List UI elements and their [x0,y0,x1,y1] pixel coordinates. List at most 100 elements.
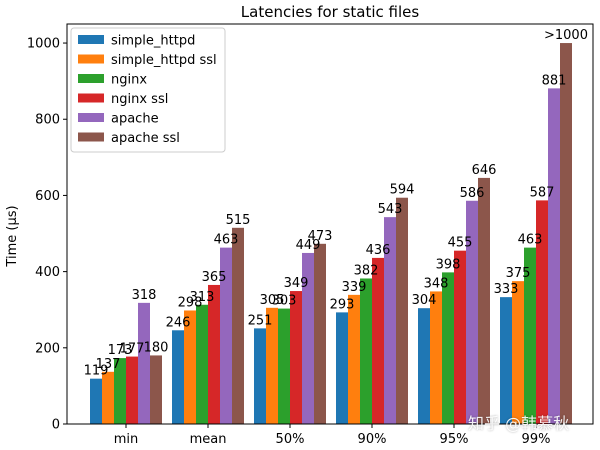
bar-nginx-ssl-min [126,356,138,424]
bar-apache-99pct [548,88,560,424]
bar-simple-httpd-90pct [336,312,348,424]
bar-nginx-ssl-mean [208,284,220,424]
legend-label: apache [111,112,159,127]
bar-simple-httpd-ssl-50pct [266,307,278,424]
data-label: 586 [460,186,485,201]
chart-title: Latencies for static files [241,3,420,21]
data-labels-group: 119 246 251 293 304 333 137 298 305 339 348 375 173 3… [84,28,588,379]
bar-simple-httpd-ssl-95pct [430,291,442,424]
bar-simple-httpd-ssl-99pct [512,281,524,424]
bar-apache-ssl-99pct [560,43,572,425]
legend-label: apache ssl [111,131,180,146]
data-label: 251 [248,313,273,328]
legend-swatch [78,54,104,64]
data-label: 646 [472,163,497,178]
bar-simple-httpd-mean [172,330,184,424]
legend-box [70,27,226,153]
bar-simple-httpd-ssl-mean [184,310,196,424]
bar-simple-httpd-min [90,378,102,424]
data-label: 313 [190,290,215,305]
y-axis: 0 200 400 600 800 1000 [27,37,67,433]
bar-nginx-50pct [278,308,290,424]
data-label: 246 [166,315,191,330]
bar-apache-ssl-90pct [396,197,408,424]
bar-apache-90pct [384,217,396,424]
y-tick-label: 600 [35,189,60,204]
data-label: 305 [260,293,285,308]
bar-apache-ssl-95pct [478,177,490,424]
data-label: 382 [354,263,379,278]
x-tick-label: 50% [276,432,305,447]
data-label: 375 [506,266,531,281]
bar-apache-50pct [302,252,314,424]
x-tick-label: min [114,432,139,447]
data-label: 298 [178,295,203,310]
data-label: 173 [108,343,133,358]
bar-apache-mean [220,247,232,424]
legend-label: nginx [111,73,147,88]
bar-apache-min [138,302,150,424]
data-label: 455 [448,236,473,251]
data-label: 515 [226,213,251,228]
data-label: 587 [530,185,555,200]
bar-apache-ssl-50pct [314,243,326,424]
y-tick-label: 800 [35,113,60,128]
legend-label: nginx ssl [111,92,168,107]
bar-nginx-min [114,358,126,424]
data-label: 543 [378,202,403,217]
data-label: 303 [272,294,297,309]
data-label: 463 [214,233,239,248]
bar-simple-httpd-ssl-90pct [348,294,360,424]
bar-apache-ssl-mean [232,227,244,424]
bar-simple-httpd-95pct [418,308,430,424]
watermark: 知乎 @韩慕秋 [468,414,570,433]
y-tick-label: 0 [52,418,60,433]
x-tick-label: 95% [440,432,469,447]
legend-swatch [78,93,104,103]
bar-nginx-ssl-50pct [290,291,302,424]
data-label: 473 [308,229,333,244]
bar-simple-httpd-50pct [254,328,266,424]
data-label: 293 [330,297,355,312]
y-axis-title: Time (µs) [5,205,20,267]
bar-nginx-95pct [442,272,454,424]
bar-nginx-99pct [524,247,536,424]
data-label: 398 [436,257,461,272]
data-label: 449 [296,238,321,253]
bar-simple-httpd-ssl-min [102,371,114,424]
bar-nginx-90pct [360,278,372,424]
legend-label: simple_httpd [111,34,195,49]
bar-apache-ssl-min [150,355,162,424]
data-label: 304 [412,293,437,308]
y-tick-label: 400 [35,265,60,280]
bars-group [90,43,572,425]
x-tick-label: mean [190,432,227,447]
data-label: 463 [518,233,543,248]
bar-nginx-ssl-99pct [536,200,548,424]
bar-nginx-mean [196,304,208,424]
bar-nginx-ssl-95pct [454,250,466,424]
data-label: 333 [494,282,519,297]
data-label: >1000 [544,28,588,43]
data-label: 180 [144,340,169,355]
data-label: 119 [84,364,109,379]
bar-simple-httpd-99pct [500,297,512,424]
data-label: 349 [284,276,309,291]
data-label: 436 [366,243,391,258]
legend-swatch [78,113,104,122]
data-label: 365 [202,270,227,285]
legend-swatch [78,74,104,83]
legend-swatch [78,35,104,44]
legend-label: simple_httpd ssl [111,53,217,68]
data-label: 348 [424,276,449,291]
y-tick-label: 1000 [27,37,60,52]
y-tick-label: 200 [35,341,60,356]
bar-nginx-ssl-90pct [372,257,384,424]
data-label: 137 [96,357,121,372]
plot-frame [66,23,594,425]
legend: simple_httpd simple_httpd ssl nginx nginx s… [70,27,226,153]
data-label: 177 [120,342,145,357]
x-tick-label: 99% [522,432,551,447]
